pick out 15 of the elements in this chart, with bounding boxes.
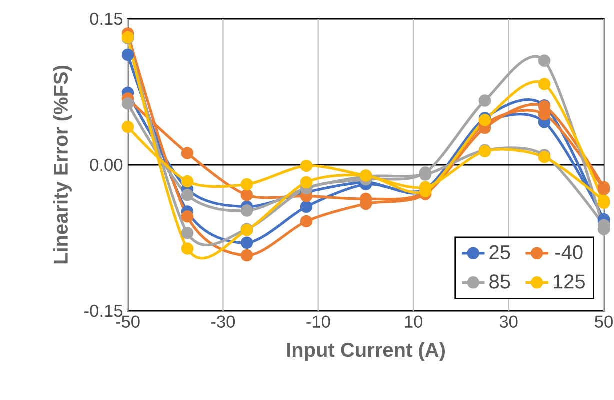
y-tick-label: -0.15 bbox=[84, 304, 123, 318]
x-tick-label: -30 bbox=[211, 316, 236, 328]
x-axis-title: Input Current (A) bbox=[287, 342, 445, 362]
legend-label: 25 bbox=[490, 245, 510, 260]
x-tick-label: -50 bbox=[116, 316, 140, 328]
x-tick-label: 10 bbox=[405, 316, 423, 328]
y-axis-title: Linearity Error (%FS) bbox=[53, 66, 72, 264]
legend-label: 125 bbox=[554, 274, 585, 289]
legend-label: 85 bbox=[490, 274, 510, 289]
legend-label: -40 bbox=[556, 245, 583, 260]
x-tick-label: 50 bbox=[595, 316, 613, 328]
x-tick-label: 30 bbox=[500, 316, 518, 328]
y-tick-label: 0.00 bbox=[90, 158, 123, 172]
x-tick-label: -10 bbox=[306, 316, 330, 328]
y-tick-label: 0.15 bbox=[90, 12, 123, 26]
